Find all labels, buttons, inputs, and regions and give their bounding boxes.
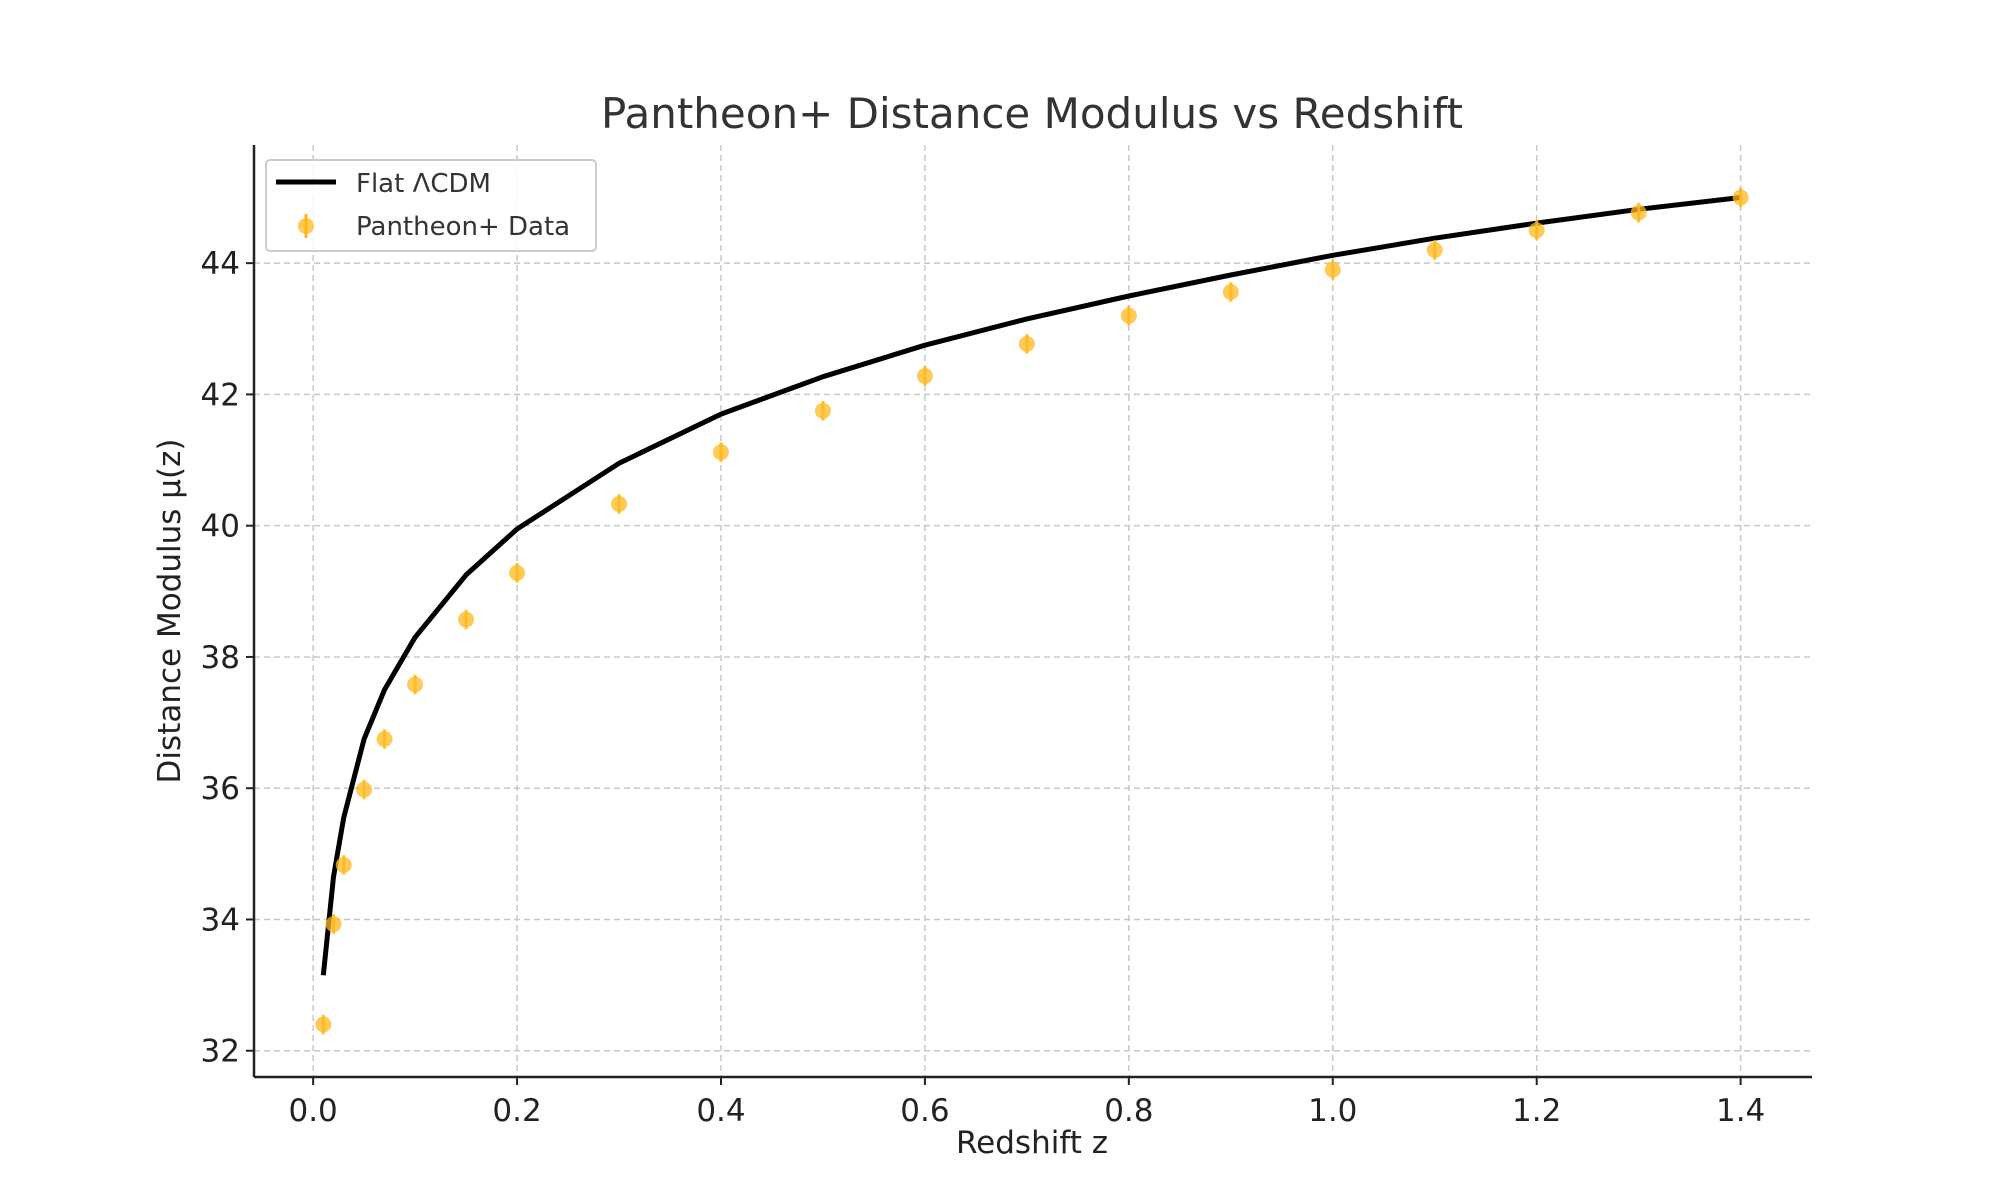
chart-title: Pantheon+ Distance Modulus vs Redshift — [601, 89, 1463, 138]
y-tick-label: 42 — [201, 377, 240, 413]
x-tick-label: 1.2 — [1512, 1093, 1561, 1129]
y-tick-label: 40 — [201, 509, 240, 545]
data-point — [1630, 204, 1647, 221]
data-point — [335, 857, 352, 874]
data-point — [916, 368, 933, 385]
data-point — [814, 402, 831, 419]
x-tick-label: 1.4 — [1716, 1093, 1765, 1129]
data-point — [356, 781, 373, 798]
data-point — [1528, 222, 1545, 239]
x-axis-label: Redshift z — [956, 1125, 1108, 1161]
data-point — [611, 496, 628, 513]
legend-box — [265, 159, 597, 252]
ticks: 0.0 0.2 0.4 0.6 0.8 1.0 1.2 1.4 32 34 36 38 40 42 44 — [201, 246, 1766, 1129]
data-point — [458, 611, 475, 628]
axes — [252, 145, 1812, 1079]
data-point — [1222, 284, 1239, 301]
x-tick-label: 0.4 — [696, 1093, 745, 1129]
y-tick-label: 44 — [201, 246, 240, 282]
data-point — [1426, 242, 1443, 259]
data-point — [376, 730, 393, 747]
legend: Flat ΛCDM Pantheon+ Data — [265, 159, 597, 252]
legend-label-flat-lcdm: Flat ΛCDM — [356, 169, 491, 199]
y-axis-label: Distance Modulus μ(z) — [152, 439, 188, 784]
y-tick-label: 32 — [201, 1034, 240, 1070]
data-point — [325, 916, 342, 933]
data-point — [712, 444, 729, 461]
x-tick-label: 0.6 — [900, 1093, 949, 1129]
x-tick-label: 0.2 — [492, 1093, 541, 1129]
data-point — [1120, 307, 1137, 324]
legend-marker-swatch — [298, 218, 314, 234]
data-point — [1324, 261, 1341, 278]
x-tick-label: 0.8 — [1104, 1093, 1153, 1129]
data-point — [1732, 189, 1749, 206]
legend-label-pantheon-data: Pantheon+ Data — [356, 212, 570, 242]
data-point — [315, 1016, 332, 1033]
data-point — [407, 676, 424, 693]
data-point — [509, 564, 526, 581]
grid — [254, 145, 1812, 1077]
y-tick-label: 36 — [201, 771, 240, 807]
x-tick-label: 1.0 — [1308, 1093, 1357, 1129]
flat-lcdm-line — [320, 195, 1741, 976]
y-tick-label: 34 — [201, 902, 240, 938]
data-point — [1018, 335, 1035, 352]
plot-series — [315, 187, 1749, 1035]
x-tick-label: 0.0 — [288, 1093, 337, 1129]
y-tick-label: 38 — [201, 640, 240, 676]
